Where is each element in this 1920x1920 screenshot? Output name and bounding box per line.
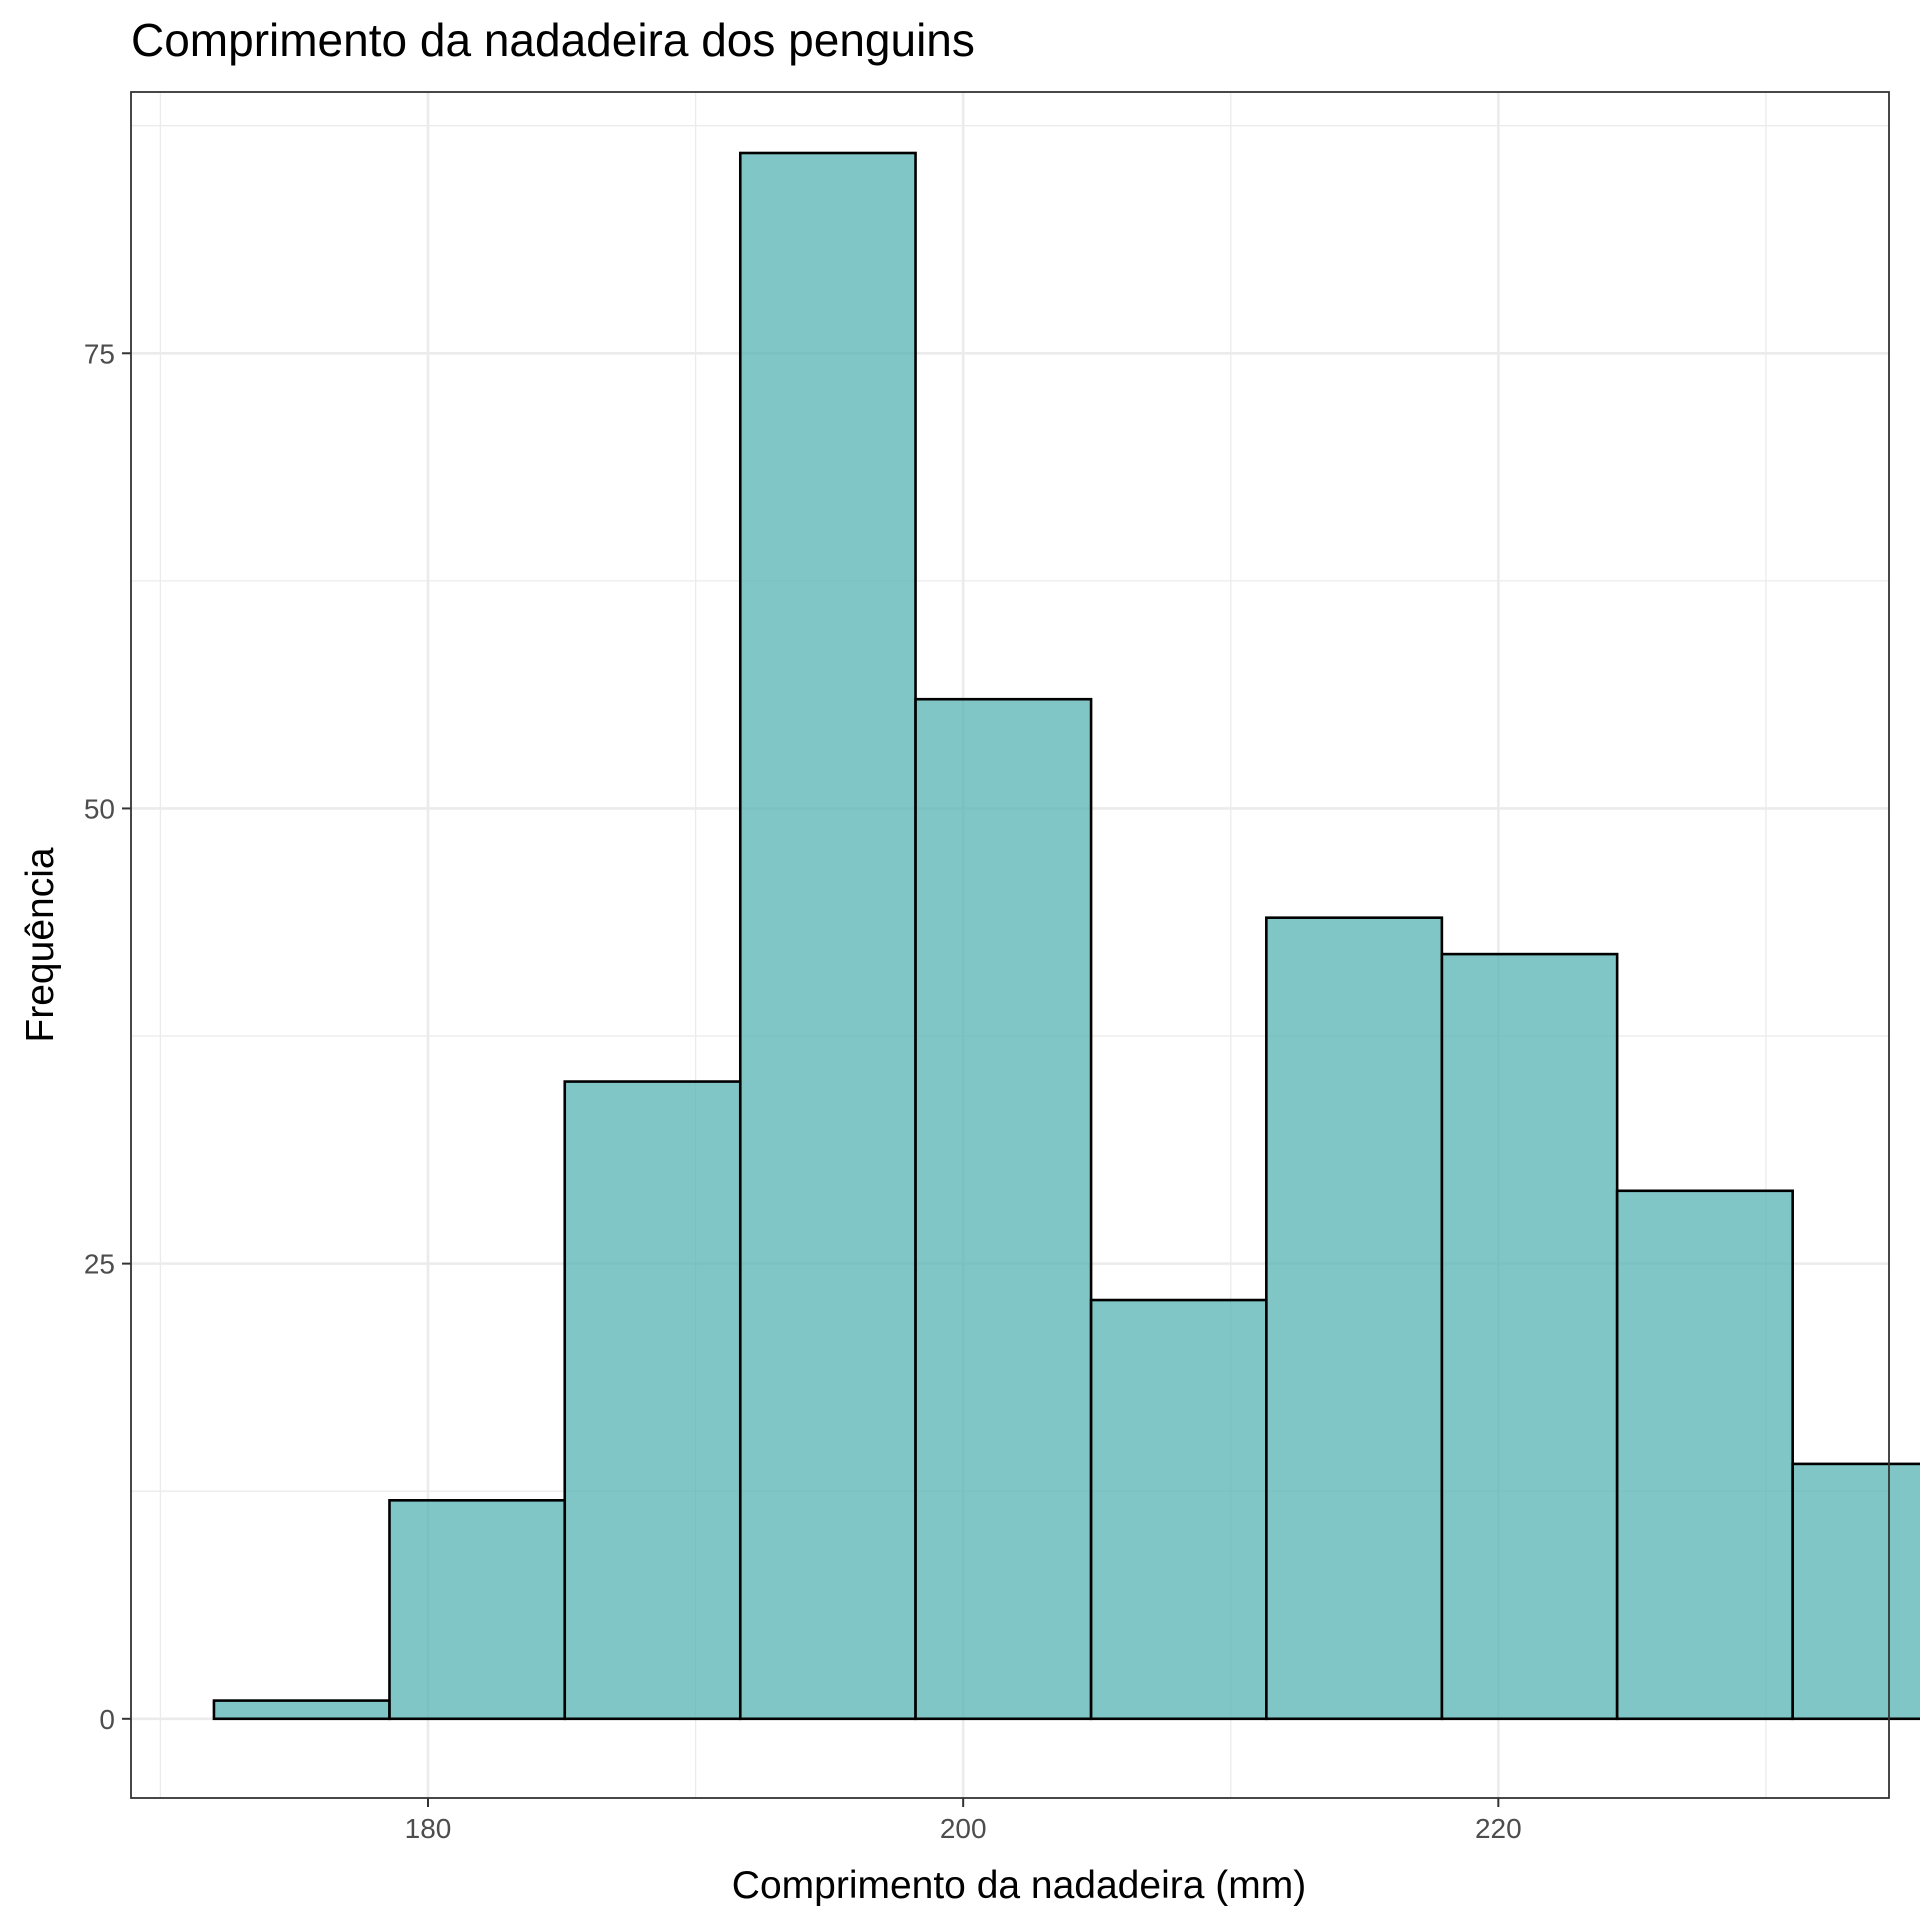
histogram-bar xyxy=(738,151,917,1721)
histogram-bar xyxy=(563,1080,742,1721)
x-tick-label: 180 xyxy=(405,1813,452,1844)
x-axis-ticks: 180 200 220 xyxy=(405,1798,1522,1844)
histogram-bar xyxy=(1615,1189,1794,1721)
histogram-bar xyxy=(388,1499,567,1721)
y-tick-label: 0 xyxy=(99,1704,115,1735)
y-tick-label: 75 xyxy=(84,338,115,369)
x-tick-label: 200 xyxy=(940,1813,987,1844)
histogram-bar xyxy=(914,697,1093,1721)
panel-border xyxy=(130,91,1890,1799)
y-axis-title: Frequência xyxy=(19,847,62,1042)
histogram-bars xyxy=(212,151,1920,1721)
histogram-bar xyxy=(1440,952,1619,1721)
histogram-bar xyxy=(212,1699,391,1721)
y-tick-label: 50 xyxy=(84,793,115,824)
histogram-bar xyxy=(1265,916,1444,1721)
histogram-bar xyxy=(1791,1462,1920,1721)
y-tick-label: 25 xyxy=(84,1249,115,1280)
x-tick-label: 220 xyxy=(1475,1813,1522,1844)
x-axis-title: Comprimento da nadadeira (mm) xyxy=(732,1864,1306,1907)
histogram-bar xyxy=(1089,1298,1268,1721)
y-axis-ticks: 0 25 50 75 xyxy=(84,338,131,1735)
chart-title: Comprimento da nadadeira dos penguins xyxy=(131,14,975,66)
